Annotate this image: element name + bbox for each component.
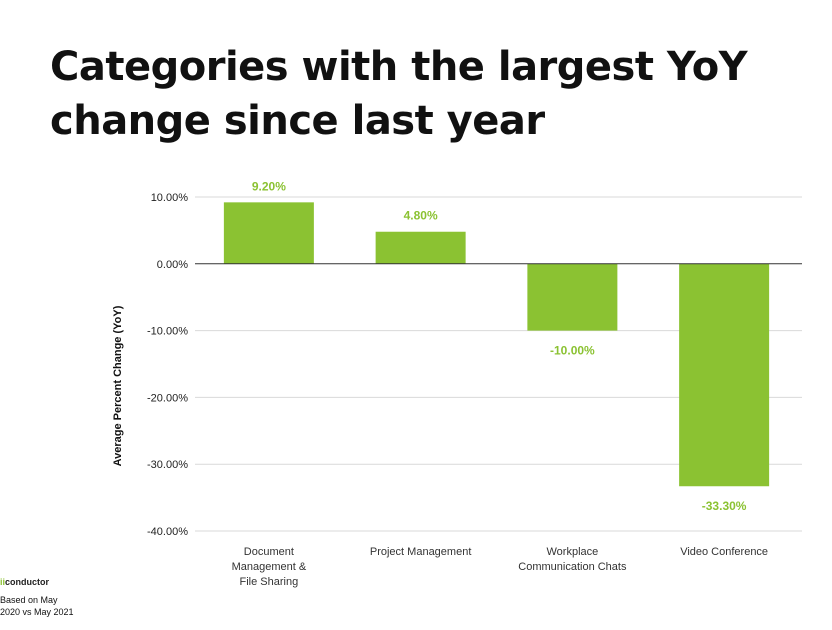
data-label: 4.80%: [404, 209, 438, 223]
y-tick-label: -30.00%: [147, 459, 188, 471]
data-label: -33.30%: [702, 499, 747, 513]
bars: [223, 202, 770, 487]
x-category-label: Workplace Communication Chats: [518, 546, 627, 573]
y-tick-label: -20.00%: [147, 392, 188, 404]
bar: [679, 263, 770, 487]
bar: [375, 231, 466, 264]
y-axis-ticks: 10.00% 0.00% -10.00% -20.00% -30.00% -40.00%: [147, 192, 188, 538]
chart-title: Categories with the largest YoY change s…: [50, 40, 810, 148]
data-labels: 9.20% 4.80% -10.00% -33.30%: [252, 179, 747, 513]
bar: [527, 263, 618, 331]
x-category-label: Document Management & File Sharing: [232, 546, 307, 588]
y-tick-label: -40.00%: [147, 526, 188, 538]
bar: [223, 202, 314, 264]
footer-note: Based on May 2020 vs May 2021: [0, 595, 74, 617]
chart-title-line-1: Categories with the largest YoY: [50, 44, 748, 90]
y-axis-label: Average Percent Change (YoY): [112, 305, 124, 466]
x-category-label: Project Management: [370, 546, 472, 558]
y-tick-label: 0.00%: [157, 259, 188, 271]
logo-mark: ii: [0, 577, 6, 587]
logo-text: conductor: [5, 577, 50, 587]
y-tick-label: -10.00%: [147, 326, 188, 338]
data-label: -10.00%: [550, 344, 595, 358]
y-tick-label: 10.00%: [151, 192, 189, 204]
x-axis-categories: Document Management & File Sharing Project …: [232, 546, 768, 588]
footer: iiconductor Based on May 2020 vs May 202…: [0, 576, 120, 618]
data-label: 9.20%: [252, 179, 286, 193]
x-category-label: Video Conference: [680, 546, 768, 558]
chart-title-line-2: change since last year: [50, 98, 545, 144]
conductor-logo: iiconductor: [0, 576, 120, 588]
